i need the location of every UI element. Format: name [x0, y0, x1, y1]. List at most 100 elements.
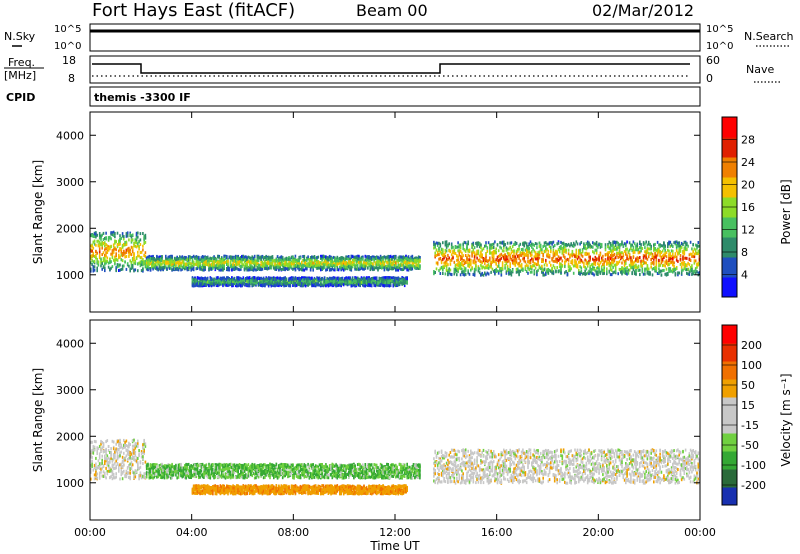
noise-left-tick-top: 10^5 [54, 24, 81, 35]
echo-cell [275, 268, 278, 271]
echo-cell [246, 268, 248, 272]
echo-cell [506, 266, 509, 270]
echo-cell [546, 269, 548, 273]
echo-cell [261, 255, 264, 258]
echo-cell [237, 282, 239, 285]
echo-cell [332, 260, 335, 264]
echo-cell [356, 263, 359, 267]
echo-cell [243, 281, 246, 285]
echo-cell [109, 235, 111, 239]
echo-cell [111, 249, 114, 253]
echo-cell [273, 276, 275, 280]
echo-cell [115, 252, 117, 256]
echo-cell [525, 243, 528, 247]
echo-cell [457, 255, 459, 259]
echo-cell [462, 264, 464, 267]
echo-cell [362, 257, 364, 261]
echo-cell [309, 261, 312, 265]
echo-cell [247, 276, 250, 280]
echo-cell [359, 258, 361, 262]
echo-cell [372, 265, 374, 269]
echo-cell [138, 254, 140, 258]
freq-tick-top: 18 [62, 54, 76, 67]
echo-cell [340, 266, 342, 270]
echo-cell [496, 269, 499, 273]
echo-cell [518, 269, 520, 273]
echo-cell [165, 254, 167, 258]
echo-cell [227, 279, 229, 283]
echo-cell [555, 257, 557, 261]
echo-cell [489, 256, 491, 260]
echo-cell [139, 238, 142, 242]
echo-cell [313, 255, 316, 258]
echo-cell [416, 259, 419, 263]
echo-cell [295, 278, 298, 282]
echo-cell [454, 263, 457, 267]
echo-cell [472, 259, 475, 263]
echo-cell [401, 268, 403, 272]
echo-cell [189, 266, 191, 270]
echo-cell [130, 238, 133, 242]
echo-cell [348, 260, 350, 264]
echo-cell [312, 261, 314, 265]
echo-cell [363, 277, 365, 281]
echo-cell [416, 263, 419, 267]
echo-cell [503, 244, 505, 247]
echo-cell [105, 243, 107, 247]
echo-cell [495, 270, 497, 273]
echo-cell [435, 254, 438, 257]
echo-cell [261, 283, 264, 287]
echo-cell [490, 243, 492, 247]
echo-cell [473, 270, 476, 274]
echo-cell [555, 269, 557, 273]
echo-cell [473, 246, 476, 250]
echo-cell [377, 281, 379, 285]
echo-cell [445, 240, 448, 244]
echo-cell [240, 265, 242, 269]
echo-cell [157, 260, 159, 264]
echo-cell [111, 253, 114, 257]
echo-cell [276, 260, 279, 264]
echo-cell [102, 259, 105, 263]
echo-cell [578, 260, 580, 264]
echo-cell [154, 264, 157, 268]
echo-cell [208, 281, 210, 285]
echo-cell [438, 247, 440, 251]
echo-cell [501, 267, 504, 271]
echo-cell [524, 260, 527, 264]
echo-cell [204, 282, 206, 286]
echo-cell [90, 244, 92, 248]
echo-cell [288, 262, 290, 266]
echo-cell [167, 258, 170, 262]
echo-cell [273, 280, 275, 284]
echo-cell [247, 268, 250, 272]
echo-cell [327, 257, 330, 261]
echo-cell [467, 242, 469, 246]
echo-cell [349, 279, 351, 283]
echo-cell [457, 262, 459, 266]
echo-cell [290, 281, 293, 284]
echo-cell [520, 263, 523, 267]
echo-cell [191, 283, 194, 287]
echo-cell [545, 260, 547, 264]
echo-cell [93, 265, 96, 269]
echo-cell [528, 250, 530, 254]
echo-cell [485, 244, 487, 248]
echo-cell [522, 247, 524, 251]
echo-cell [105, 259, 107, 263]
echo-cell [204, 266, 206, 270]
echo-cell [462, 259, 464, 262]
echo-cell [542, 259, 544, 263]
echo-cell [119, 242, 121, 246]
echo-cell [575, 248, 578, 252]
echo-cell [570, 267, 572, 271]
echo-cell [520, 252, 523, 256]
echo-cell [139, 264, 142, 268]
echo-cell [560, 247, 562, 251]
echo-cell [308, 260, 311, 264]
echo-cell [275, 263, 278, 267]
echo-cell [388, 276, 391, 280]
echo-cell [517, 262, 519, 266]
echo-cell [505, 262, 508, 266]
echo-cell [143, 238, 145, 242]
